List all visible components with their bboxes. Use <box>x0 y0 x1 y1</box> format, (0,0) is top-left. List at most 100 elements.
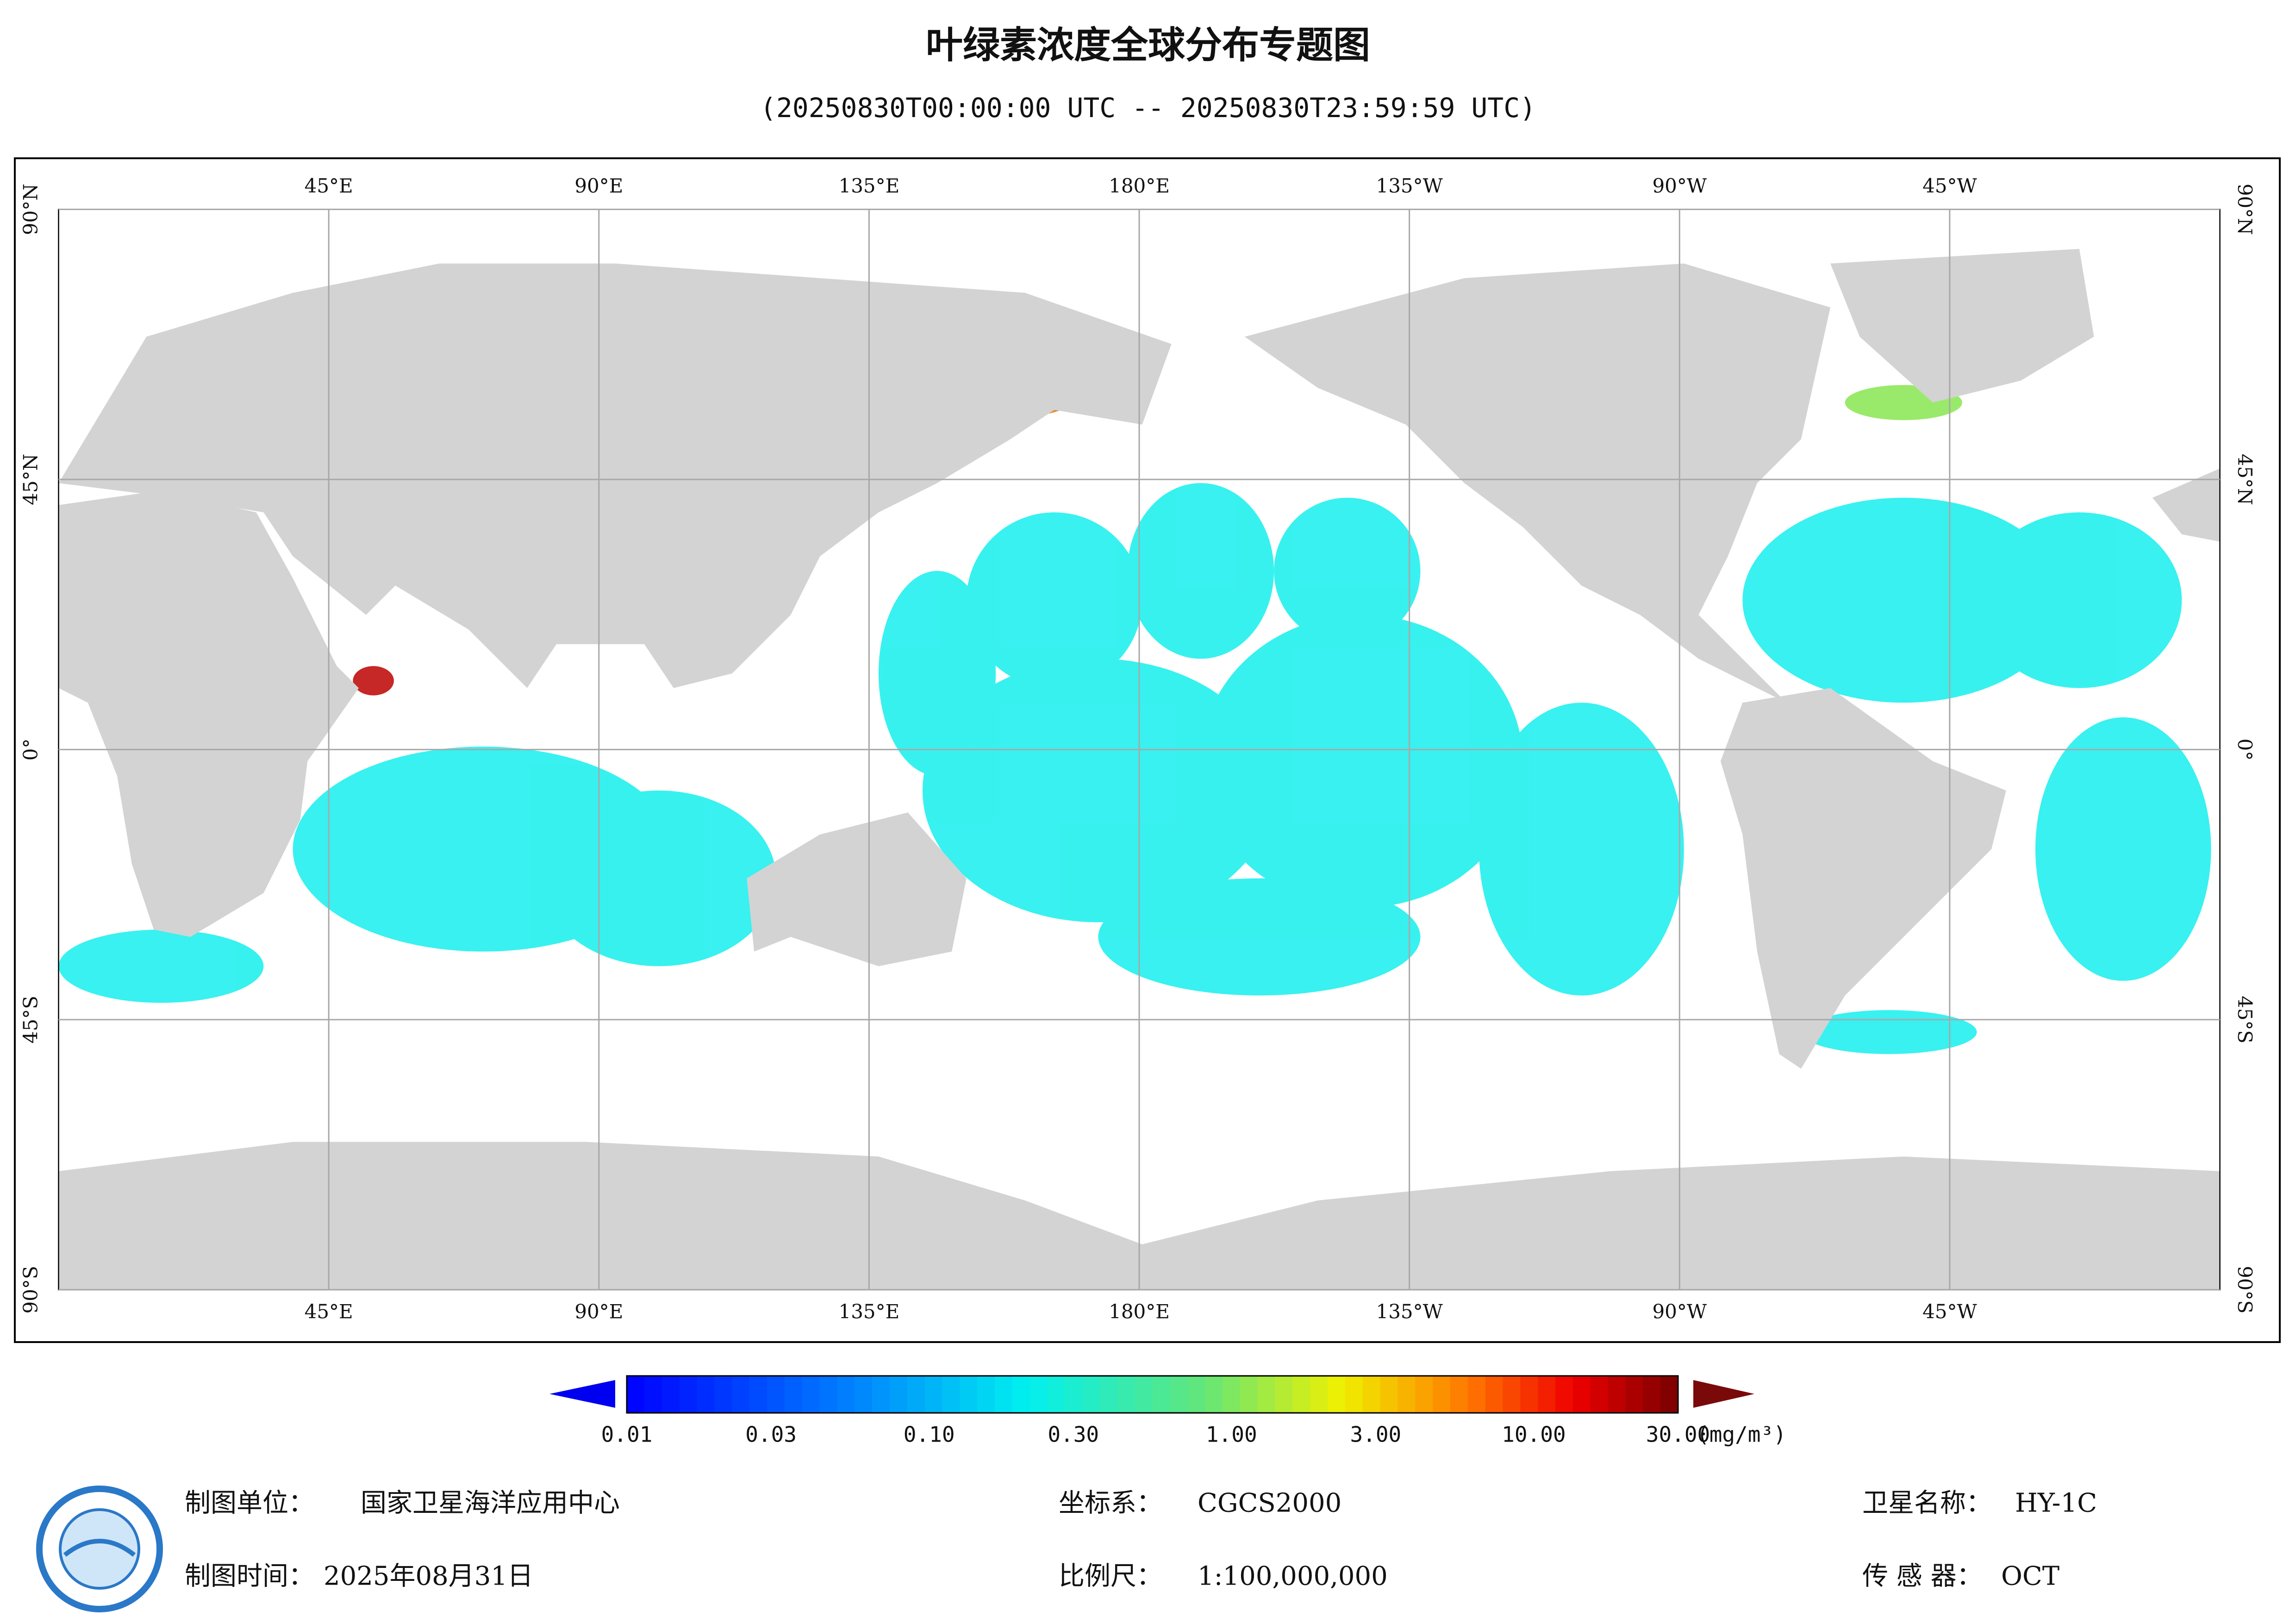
colorbar-cell <box>819 1376 837 1413</box>
colorbar-cell <box>1117 1376 1136 1413</box>
colorbar: 0.01 0.03 0.10 0.30 1.00 3.00 10.00 30.00(mg/m³… <box>549 1375 1786 1447</box>
colorbar-cell <box>924 1376 942 1413</box>
colorbar-cell <box>714 1376 732 1413</box>
lat-label-left: 45°S <box>19 996 42 1044</box>
lon-label-bottom: 45°W <box>1922 1300 1977 1323</box>
footer-label: 传 感 器： <box>1862 1561 1983 1592</box>
colorbar-cell <box>1520 1376 1538 1413</box>
lon-label-top: 90°W <box>1652 174 1707 197</box>
colorbar-cell <box>1065 1376 1083 1413</box>
footer-value: 2025年08月31日 <box>324 1561 533 1592</box>
colorbar-label: 0.10 <box>904 1422 955 1447</box>
colorbar-unit: (mg/m³) <box>1697 1422 1786 1447</box>
colorbar-cell <box>1012 1376 1030 1413</box>
footer-label: 制图单位： <box>185 1488 314 1518</box>
colorbar-cell <box>960 1376 978 1413</box>
lon-label-bottom: 135°E <box>838 1300 899 1323</box>
colorbar-cell <box>977 1376 995 1413</box>
colorbar-cell <box>942 1376 960 1413</box>
colorbar-label: 0.03 <box>745 1422 797 1447</box>
colorbar-label: 0.01 <box>601 1422 653 1447</box>
lon-label-top: 90°E <box>574 174 623 197</box>
colorbar-cell <box>1047 1376 1065 1413</box>
lat-label-right: 45°S <box>2234 996 2256 1044</box>
colorbar-cell <box>749 1376 767 1413</box>
colorbar-cell <box>1222 1376 1241 1413</box>
colorbar-cell <box>1643 1376 1661 1413</box>
colorbar-cell <box>1660 1376 1678 1413</box>
colorbar-cell <box>1152 1376 1170 1413</box>
lat-label-right: 45°N <box>2234 454 2256 505</box>
colorbar-cell <box>627 1376 645 1413</box>
lat-label-right: 90°S <box>2234 1266 2256 1313</box>
colorbar-cell <box>1572 1376 1591 1413</box>
subtitle: (20250830T00:00:00 UTC -- 20250830T23:59… <box>760 92 1536 124</box>
colorbar-cell <box>1205 1376 1223 1413</box>
colorbar-cell <box>1415 1376 1433 1413</box>
colorbar-cell <box>644 1376 662 1413</box>
colorbar-border <box>626 1375 1679 1414</box>
colorbar-cell <box>994 1376 1013 1413</box>
logo <box>36 1486 163 1612</box>
colorbar-cell <box>889 1376 908 1413</box>
colorbar-cell <box>1345 1376 1363 1413</box>
colorbar-cell <box>1099 1376 1118 1413</box>
colorbar-cell <box>784 1376 802 1413</box>
colorbar-cell <box>1240 1376 1258 1413</box>
map-frame <box>14 157 2281 1343</box>
lon-label-top: 45°W <box>1922 174 1977 197</box>
colorbar-cell <box>1187 1376 1205 1413</box>
lat-label-right: 90°N <box>2234 184 2256 235</box>
colorbar-cell <box>1380 1376 1398 1413</box>
footer-label: 坐标系： <box>1059 1488 1162 1518</box>
colorbar-label: 1.00 <box>1206 1422 1257 1447</box>
footer-value: CGCS2000 <box>1198 1488 1341 1518</box>
lat-label-left: 90°S <box>19 1266 42 1313</box>
colorbar-cell <box>855 1376 873 1413</box>
colorbar-cell <box>837 1376 855 1413</box>
footer-value: 国家卫星海洋应用中心 <box>361 1488 620 1518</box>
colorbar-label: 3.00 <box>1350 1422 1401 1447</box>
lat-label-right: 0° <box>2234 739 2256 761</box>
colorbar-cell <box>1590 1376 1609 1413</box>
colorbar-cell <box>1625 1376 1643 1413</box>
footer-label: 制图时间： <box>185 1561 314 1592</box>
colorbar-cell <box>767 1376 785 1413</box>
colorbar-cell <box>1082 1376 1100 1413</box>
colorbar-label: 30.00 <box>1646 1422 1710 1447</box>
title: 叶绿素浓度全球分布专题图 <box>926 23 1370 67</box>
colorbar-label: 0.30 <box>1048 1422 1099 1447</box>
colorbar-cell <box>1555 1376 1573 1413</box>
lon-label-bottom: 180°E <box>1109 1300 1170 1323</box>
footer-value: 1:100,000,000 <box>1198 1561 1388 1592</box>
footer-value: OCT <box>2001 1561 2059 1592</box>
lon-label-bottom: 90°E <box>574 1300 623 1323</box>
lon-label-top: 180°E <box>1109 174 1170 197</box>
colorbar-cell <box>1292 1376 1310 1413</box>
lon-label-bottom: 90°W <box>1652 1300 1707 1323</box>
lon-label-bottom: 135°W <box>1376 1300 1443 1323</box>
colorbar-label: 10.00 <box>1502 1422 1566 1447</box>
colorbar-cell <box>907 1376 925 1413</box>
colorbar-cell <box>1170 1376 1188 1413</box>
lat-label-left: 90°N <box>19 184 42 235</box>
colorbar-cell <box>679 1376 697 1413</box>
lat-label-left: 45°N <box>19 454 42 505</box>
colorbar-cell <box>1608 1376 1626 1413</box>
colorbar-cell <box>732 1376 750 1413</box>
lon-label-top: 135°E <box>838 174 899 197</box>
colorbar-cell <box>1310 1376 1328 1413</box>
colorbar-cell <box>1029 1376 1048 1413</box>
lat-label-left: 0° <box>19 739 42 761</box>
colorbar-cell <box>1257 1376 1275 1413</box>
footer-label: 比例尺： <box>1059 1561 1162 1592</box>
colorbar-cell <box>1135 1376 1153 1413</box>
colorbar-cell <box>661 1376 680 1413</box>
colorbar-cell <box>1467 1376 1486 1413</box>
lon-label-top: 135°W <box>1376 174 1443 197</box>
colorbar-cell <box>872 1376 890 1413</box>
colorbar-under <box>549 1380 615 1408</box>
footer-value: HY-1C <box>2015 1488 2097 1518</box>
lon-label-bottom: 45°E <box>305 1300 353 1323</box>
